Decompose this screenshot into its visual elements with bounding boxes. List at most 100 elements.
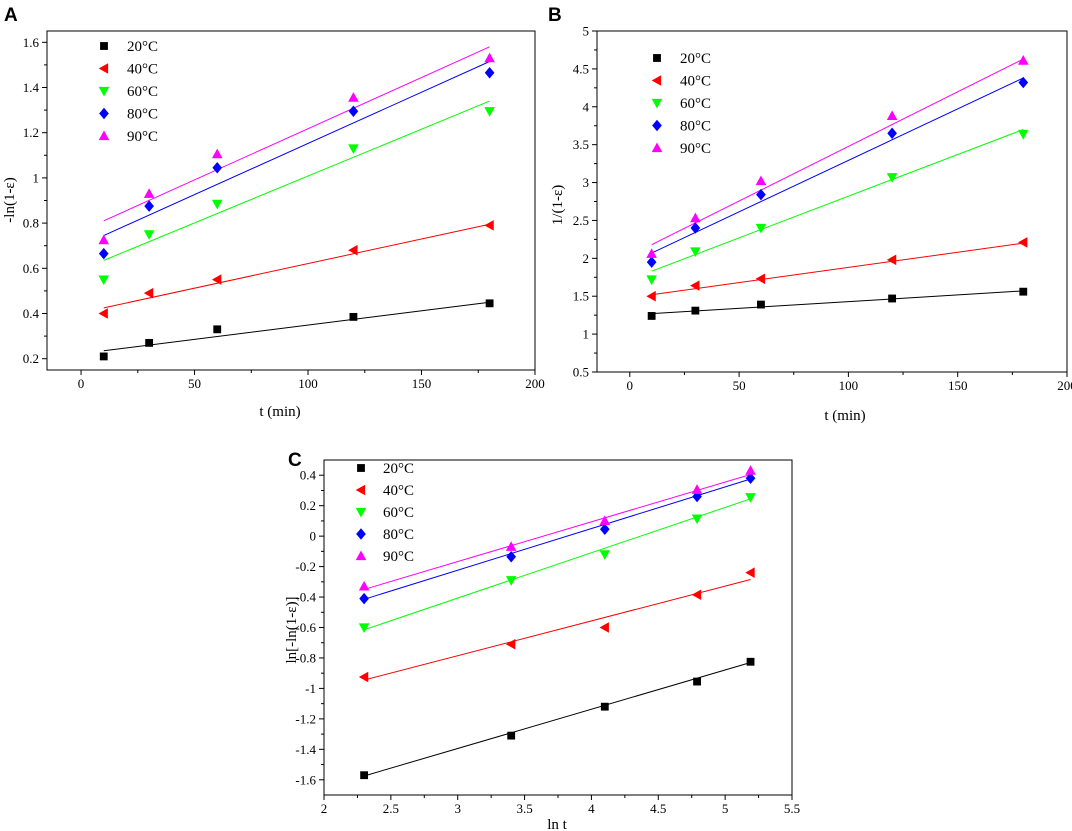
panel-a-point-0-0: [99, 352, 108, 361]
panel-a-point-4-3: [348, 92, 359, 102]
panel-b-y-tick-label: 4.5: [573, 61, 589, 76]
panel-b-fit-line-1: [651, 242, 1024, 296]
panel-c-point-0-0: [360, 771, 369, 780]
panel-b-y-tick-label: 2.5: [573, 213, 589, 228]
panel-a-point-4-4: [484, 52, 495, 63]
panel-a-point-3-3: [348, 105, 359, 117]
panel-c-y-tick-label: -1: [305, 681, 316, 696]
panel-c-fit-line-3: [363, 478, 751, 600]
panel-c-point-1-4: [745, 567, 755, 578]
panel-c-legend-marker-4: [355, 550, 367, 561]
panel-c-point-3-4: [745, 472, 756, 485]
panel-c-y-tick-label: -1.6: [295, 772, 316, 787]
panel-a-x-axis-label: t (min): [259, 404, 300, 420]
panel-c-point-3-0: [359, 592, 369, 605]
panel-b-y-tick-label: 3.5: [573, 137, 589, 152]
panel-a-y-axis-label: -ln(1-ε): [2, 177, 18, 222]
panel-a-data-points: [98, 52, 495, 361]
panel-b-point-3-4: [1018, 76, 1029, 89]
panel-c-fit-line-4: [363, 473, 751, 590]
panel-a-fit-line-4: [103, 46, 490, 222]
panel-b-x-tick-label: 100: [839, 378, 859, 393]
panel-b-axes: 0 50 100 150 200 0.5 1 1.5 2 2.5 3 3.5 4 4.5 5: [573, 24, 1072, 394]
panel-a-fit-line-1: [103, 223, 490, 309]
panel-b-y-tick-label: 2: [583, 251, 590, 266]
panel-a-point-1-1: [143, 287, 154, 299]
panel-b-point-0-2: [757, 300, 765, 309]
panel-b-point-0-0: [647, 312, 656, 320]
panel-c-point-0-2: [600, 702, 609, 711]
panel-b-point-3-1: [690, 222, 701, 234]
panel-a-point-2-0: [98, 275, 110, 286]
panel-c-x-axis-label: ln t: [547, 817, 567, 831]
panel-a-point-2-4: [484, 107, 495, 117]
panel-b-point-1-1: [690, 280, 700, 291]
panel-b-point-2-3: [886, 173, 898, 183]
panel-c-legend-marker-3: [356, 528, 366, 540]
panel-a-y-tick-label: 0.8: [23, 216, 39, 231]
panel-a-x-tick-label: 150: [412, 376, 432, 391]
panel-a-letter: A: [4, 5, 18, 26]
panel-a-axes: 0 50 100 150 200 0.2 0.4 0.6 0.8 1 1.2 1.4 1.6: [23, 30, 545, 391]
panel-b-legend-marker-2: [651, 98, 663, 109]
panel-c-point-1-0: [358, 671, 369, 683]
panel-b-point-2-0: [646, 275, 657, 286]
panel-c-legend-marker-1: [355, 484, 366, 496]
panel-c-y-tick-label: -0.6: [295, 620, 316, 635]
panel-c-point-2-3: [691, 514, 703, 525]
panel-b-fit-lines: [651, 58, 1024, 315]
panel-a-y-tick-label: 1.6: [23, 35, 40, 50]
panel-b-point-1-3: [886, 254, 897, 266]
panel-a-legend-label-2: 60°C: [127, 84, 158, 100]
panel-b-point-0-3: [888, 294, 897, 303]
panel-b-y-tick-label: 5: [583, 24, 590, 39]
panel-b-point-3-2: [756, 188, 766, 201]
panel-b-point-0-1: [691, 306, 700, 315]
panel-a-plot-frame: [46, 30, 536, 371]
panel-a-y-tick-label: 1.4: [23, 80, 40, 95]
panel-b-point-2-1: [690, 247, 701, 258]
panel-c-point-4-4: [745, 465, 756, 475]
panel-a-point-2-1: [143, 230, 155, 240]
panel-c-y-tick-label: 0: [310, 529, 317, 544]
panel-a-point-0-3: [349, 312, 358, 321]
panel-a-legend-marker-4: [98, 130, 110, 141]
panel-c-point-2-4: [745, 493, 756, 503]
panel-c-point-0-1: [507, 731, 516, 740]
panel-c-point-1-3: [691, 589, 702, 601]
panel-a-point-3-2: [212, 161, 223, 174]
panel-b-legend-label-3: 80°C: [680, 119, 711, 135]
panel-b-fit-line-0: [651, 290, 1024, 315]
panel-b-point-4-3: [886, 110, 898, 121]
panel-a-fit-lines: [103, 46, 490, 352]
panel-a-x-tick-label: 200: [525, 376, 545, 391]
panel-c-legend-marker-2: [355, 507, 367, 518]
panel-a-y-tick-label: 1.2: [23, 125, 39, 140]
panel-b-fit-line-2: [651, 129, 1024, 272]
panel-b-x-tick-label: 150: [948, 378, 968, 393]
panel-a-legend-marker-0: [100, 42, 108, 50]
panel-b-data-points: [646, 55, 1029, 320]
panel-b-point-4-4: [1017, 55, 1029, 65]
panel-b-legend-label-0: 20°C: [680, 51, 711, 67]
panel-a-legend-marker-1: [98, 63, 109, 74]
panel-b-x-tick-label: 50: [733, 378, 746, 393]
panel-c-x-tick-label: 3.5: [516, 801, 532, 816]
panel-c-point-4-2: [599, 515, 611, 526]
panel-a-legend-label-0: 20°C: [127, 39, 158, 55]
panel-c-x-tick-label: 5.5: [784, 801, 800, 816]
panel-a-legend: 20°C 40°C 60°C 80°C 90°C: [98, 39, 158, 145]
panel-b-point-3-3: [887, 127, 897, 140]
panel-a-fit-line-0: [103, 301, 490, 352]
panel-a-legend-marker-2: [98, 86, 110, 97]
panel-c-x-tick-label: 3: [454, 801, 461, 816]
panel-a-point-1-0: [98, 308, 108, 319]
panel-b-legend-label-2: 60°C: [680, 96, 711, 112]
panel-c-legend-label-1: 40°C: [383, 483, 414, 499]
panel-b-point-3-0: [646, 256, 657, 268]
panel-c-legend: 20°C 40°C 60°C 80°C 90°C: [355, 461, 414, 565]
panel-b-x-axis-label: t (min): [824, 408, 865, 424]
panel-b-point-1-2: [755, 273, 766, 285]
panel-c-legend-marker-0: [357, 464, 365, 472]
panel-b-legend-label-1: 40°C: [680, 74, 711, 90]
